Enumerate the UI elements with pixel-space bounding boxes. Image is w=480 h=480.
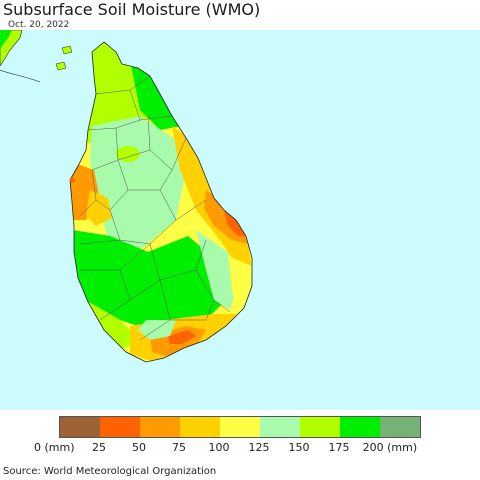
legend-label: 175 <box>328 441 350 454</box>
island-outline <box>69 41 253 363</box>
east-yellow-strip <box>228 256 252 316</box>
legend-swatch <box>60 417 100 437</box>
legend-label: 25 <box>92 441 106 454</box>
southwest-green <box>70 228 226 330</box>
central-spot <box>116 146 140 162</box>
legend-label: 50 <box>132 441 146 454</box>
ocean <box>0 30 480 410</box>
legend-label: 0 (mm) <box>34 441 75 454</box>
legend-swatch <box>140 417 180 437</box>
legend-swatch <box>260 417 300 437</box>
legend-swatch <box>180 417 220 437</box>
map-title: Subsurface Soil Moisture (WMO) <box>3 0 261 19</box>
central-light-green <box>90 116 184 250</box>
map-date: Oct. 20, 2022 <box>8 20 70 30</box>
district-boundaries <box>79 75 231 341</box>
legend-swatch <box>340 417 380 437</box>
west-coast-spot <box>69 177 75 183</box>
legend-label: 150 <box>288 441 310 454</box>
india-coast-line <box>0 69 41 83</box>
jaffna-islands <box>55 45 73 71</box>
legend-labels: 0 (mm) 25 50 75 100 125 150 175 200 (mm) <box>0 441 480 455</box>
india-coast-green <box>0 30 12 50</box>
legend-color-bar <box>59 416 421 438</box>
legend-swatch <box>220 417 260 437</box>
legend-label: 75 <box>172 441 186 454</box>
legend-swatch <box>300 417 340 437</box>
source-credit: Source: World Meteorological Organizatio… <box>3 466 217 477</box>
south-orange-red <box>168 330 196 344</box>
east-orange-red <box>224 210 246 236</box>
legend-swatch <box>100 417 140 437</box>
legend-swatch <box>380 417 420 437</box>
legend-label: 125 <box>248 441 270 454</box>
legend-label: 100 <box>208 441 230 454</box>
east-light-green <box>196 230 238 310</box>
legend-label: 200 (mm) <box>362 441 418 454</box>
soil-moisture-map <box>0 30 480 410</box>
west-gold <box>86 190 112 226</box>
